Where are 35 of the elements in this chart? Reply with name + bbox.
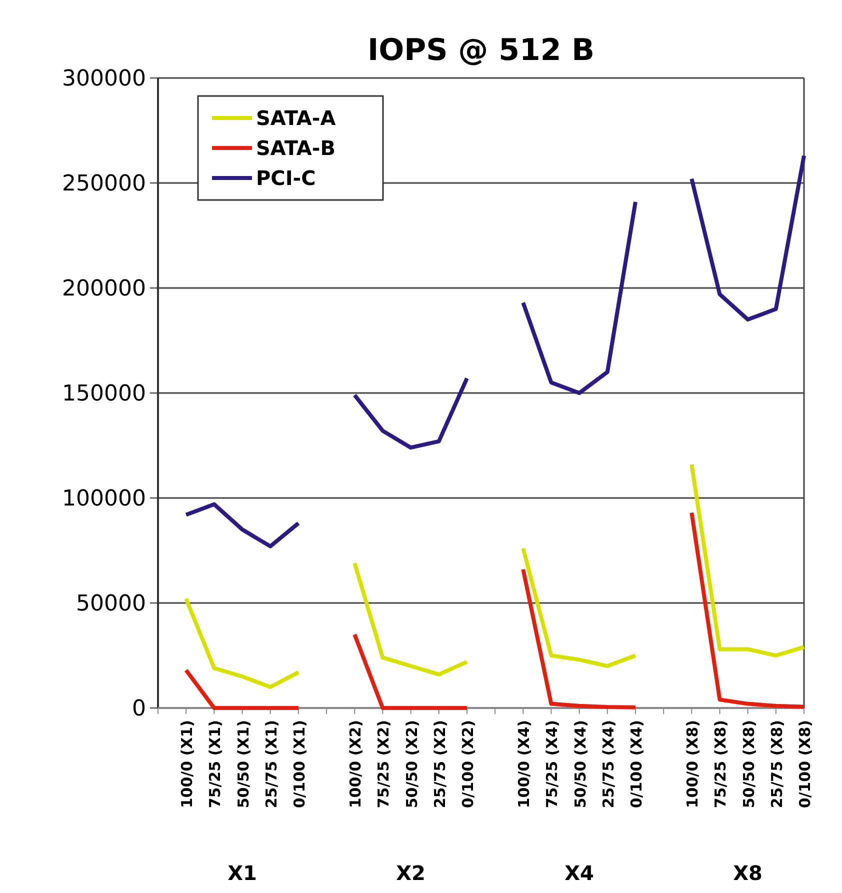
y-tick-label: 100000 xyxy=(62,486,146,512)
x-tick-label: 75/25 (X8) xyxy=(712,720,730,808)
x-tick-label: 25/75 (X4) xyxy=(599,720,618,808)
x-tick-label: 25/75 (X8) xyxy=(768,720,786,808)
x-tick-label: 0/100 (X8) xyxy=(796,720,814,808)
x-tick-label: 50/50 (X2) xyxy=(402,720,421,808)
x-tick-label: 100/0 (X4) xyxy=(515,720,534,808)
y-tick-label: 250000 xyxy=(62,172,146,197)
x-tick-label: 100/0 (X2) xyxy=(346,720,365,808)
x-tick-label: 100/0 (X1) xyxy=(178,720,196,808)
text: X4 xyxy=(564,861,594,885)
x-tick-label: 0/100 (X2) xyxy=(458,720,477,808)
x-tick-label: 100/0 (X8) xyxy=(684,720,702,808)
y-tick-label: 300000 xyxy=(62,66,146,92)
x-tick-label: 25/75 (X2) xyxy=(430,720,449,808)
legend-label: PCI-C xyxy=(256,166,316,190)
legend-label: SATA-B xyxy=(256,136,336,160)
text: X8 xyxy=(733,861,762,885)
x-tick-label: 50/50 (X8) xyxy=(740,720,758,808)
x-tick-label: 0/100 (X1) xyxy=(290,720,308,808)
x-tick-label: 0/100 (X4) xyxy=(627,720,646,808)
x-tick-label: 75/25 (X4) xyxy=(543,720,562,808)
y-tick-label: 0 xyxy=(132,696,146,722)
chart-title: IOPS @ 512 B xyxy=(367,33,595,68)
x-tick-label: 50/50 (X4) xyxy=(571,720,590,808)
x-tick-label: 50/50 (X1) xyxy=(234,720,252,808)
x-tick-label: 25/75 (X1) xyxy=(262,720,280,808)
y-tick-label: 50000 xyxy=(76,592,146,617)
y-tick-label: 150000 xyxy=(62,382,146,407)
legend-label: SATA-A xyxy=(256,106,336,130)
y-tick-label: 200000 xyxy=(62,276,146,302)
text: X2 xyxy=(396,861,426,885)
text: X1 xyxy=(228,861,257,885)
x-tick-label: 75/25 (X2) xyxy=(374,720,393,808)
x-tick-label: 75/25 (X1) xyxy=(206,720,224,808)
